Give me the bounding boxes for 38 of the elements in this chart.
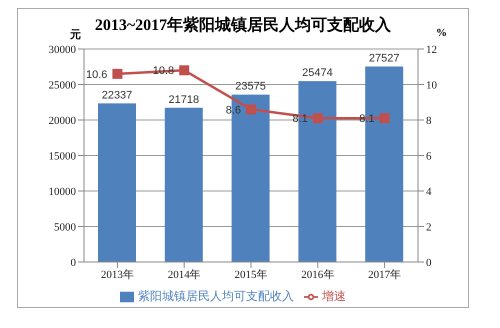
legend-label: 增速: [322, 289, 346, 303]
y-tick-label: 30000: [48, 44, 76, 56]
y2-tick-label: 10: [426, 79, 438, 92]
y2-tick-label: 4: [426, 186, 432, 198]
point: [112, 68, 122, 79]
data-label: 10.6: [86, 68, 108, 81]
y-tick-label: 15000: [48, 150, 76, 162]
y-tick-label: 10000: [48, 186, 76, 198]
data-label: 25474: [302, 67, 333, 80]
y-tick-label: 0: [70, 256, 76, 269]
data-label: 8.1: [359, 113, 375, 126]
y2-tick-label: 0: [426, 256, 432, 269]
x-tick-label: 2016年: [301, 268, 334, 281]
chart-title: 2013~2017年紫阳城镇居民人均可支配收入: [94, 17, 392, 34]
x-tick-label: 2014年: [168, 268, 201, 281]
data-label: 21718: [168, 94, 200, 106]
x-tick-label: 2015年: [234, 268, 268, 281]
y-tick-label: 25000: [48, 79, 76, 92]
point: [380, 113, 390, 124]
bar: [98, 103, 136, 262]
x-tick-label: 2013年: [100, 268, 134, 281]
point: [179, 65, 190, 76]
y2-tick-label: 6: [426, 150, 432, 162]
y-tick-label: 20000: [48, 114, 76, 127]
y-axis-title: 元: [70, 28, 81, 42]
y2-tick-label: 2: [426, 221, 432, 234]
data-label: 27527: [368, 52, 400, 65]
point: [246, 104, 256, 114]
y-tick-label: 5000: [54, 221, 76, 234]
y2-tick-label: 12: [426, 44, 437, 56]
y2-axis-title: %: [436, 27, 447, 39]
point: [312, 113, 323, 124]
data-label: 22337: [102, 89, 132, 102]
data-label: 23575: [235, 80, 266, 93]
bar: [164, 108, 203, 262]
y2-tick-label: 8: [426, 114, 432, 127]
legend-label: 紫阳城镇居民人均可支配收入: [138, 289, 294, 303]
x-tick-label: 2017年: [368, 268, 402, 281]
